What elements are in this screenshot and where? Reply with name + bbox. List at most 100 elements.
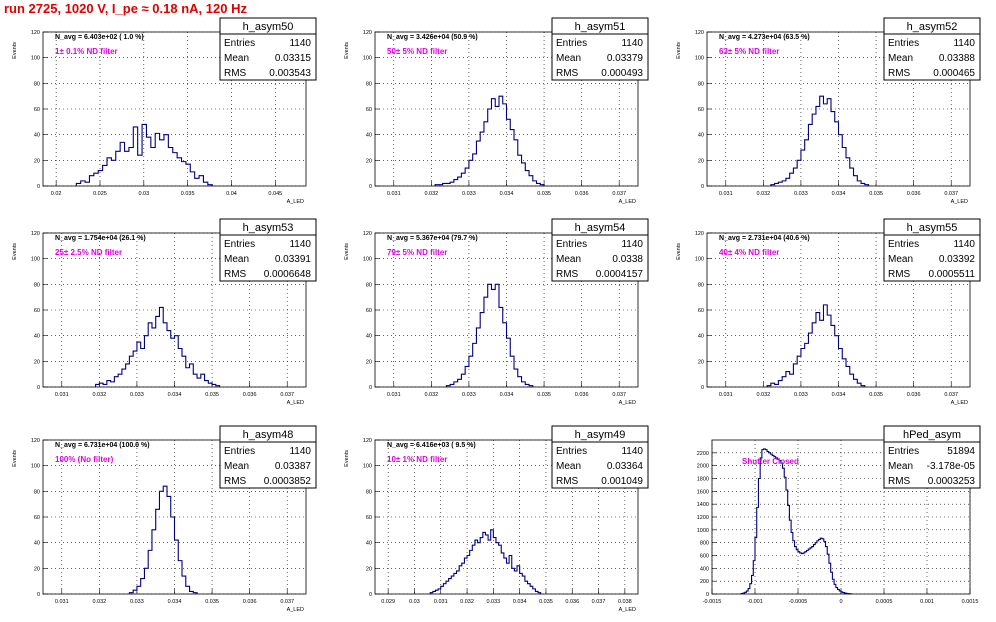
x-tick-label: 0.031	[719, 392, 733, 398]
stats-label: Mean	[556, 461, 581, 472]
stats-box-frame	[219, 425, 317, 489]
histogram-name: h_asym51	[575, 21, 626, 33]
y-tick-label: 0	[369, 592, 372, 598]
filter-label: 40± 4% ND filter	[719, 248, 779, 257]
x-tick-label: 0.031	[719, 191, 733, 197]
x-tick-label: 0.0005	[876, 599, 893, 605]
y-tick-label: 80	[366, 489, 372, 495]
x-tick-label: 0.036	[575, 392, 589, 398]
stats-box: h_asym52 Entries 1140 Mean 0.03388 RMS 0.00046…	[883, 17, 981, 81]
filter-label: 100% (No filter)	[55, 455, 114, 464]
y-axis-title: Events	[12, 243, 18, 260]
y-tick-label: 0	[706, 592, 709, 598]
y-tick-label: 800	[700, 541, 709, 547]
x-tick-label: 0.001	[920, 599, 934, 605]
y-tick-label: 40	[34, 133, 40, 139]
stats-label: Mean	[224, 461, 249, 472]
y-tick-label: 60	[698, 107, 704, 113]
x-axis-title: A_LED	[951, 199, 968, 205]
x-tick-label: 0.031	[387, 191, 401, 197]
y-tick-label: 100	[363, 257, 372, 263]
x-tick-label: 0.035	[205, 599, 219, 605]
x-tick-label: 0.032	[424, 191, 438, 197]
x-tick-label: 0.033	[794, 392, 808, 398]
x-tick-label: -0.0015	[703, 599, 722, 605]
x-tick-label: 0.032	[460, 599, 474, 605]
y-tick-label: 2000	[697, 464, 709, 470]
stats-value: 0.03392	[939, 254, 976, 265]
y-tick-label: 60	[34, 515, 40, 521]
x-axis-title: A_LED	[951, 400, 968, 406]
filter-label: 25± 2.5% ND filter	[55, 248, 122, 257]
stats-box: hPed_asym Entries 51894 Mean -3.178e-05 RMS 0.…	[883, 425, 981, 489]
histogram-name: h_asym52	[907, 21, 958, 33]
histogram-name: h_asym50	[243, 21, 294, 33]
stats-value: 0.03379	[607, 53, 644, 64]
x-tick-label: 0.034	[513, 599, 527, 605]
y-axis-title: Events	[676, 42, 682, 59]
y-tick-label: 20	[34, 566, 40, 572]
y-axis-title: Events	[344, 243, 350, 260]
y-tick-label: 120	[363, 438, 372, 444]
y-tick-label: 20	[366, 566, 372, 572]
y-tick-label: 100	[31, 56, 40, 62]
x-axis-title: A_LED	[287, 400, 304, 406]
stats-label: Entries	[224, 239, 255, 250]
stats-value: 0.03315	[275, 53, 312, 64]
x-axis-title: A_LED	[287, 607, 304, 613]
x-tick-label: 0.032	[756, 392, 770, 398]
histogram-name: hPed_asym	[903, 429, 961, 441]
histogram-panel-h_asym53: 0.031 0.032 0.033 0.034 0.035 0.036 0.037 0 20 40…	[12, 218, 317, 406]
x-tick-label: 0.034	[500, 392, 514, 398]
x-tick-label: 0.031	[387, 392, 401, 398]
stats-box: h_asym49 Entries 1140 Mean 0.03364 RMS 0.00104…	[551, 425, 649, 489]
x-tick-label: 0.032	[92, 599, 106, 605]
y-tick-label: 120	[31, 231, 40, 237]
stats-label: RMS	[556, 476, 579, 487]
stats-label: Mean	[556, 254, 581, 265]
y-tick-label: 0	[37, 184, 40, 190]
histogram-name: h_asym53	[243, 222, 294, 234]
y-tick-label: 60	[366, 515, 372, 521]
stats-label: Entries	[224, 446, 255, 457]
stats-label: Mean	[888, 461, 913, 472]
stats-box: h_asym48 Entries 1140 Mean 0.03387 RMS 0.00038…	[219, 425, 317, 489]
x-tick-label: 0.036	[575, 191, 589, 197]
x-tick-label: 0.037	[612, 392, 626, 398]
y-axis-title: Events	[12, 450, 18, 467]
stats-box-frame	[551, 17, 649, 81]
x-tick-label: 0.025	[93, 191, 107, 197]
x-tick-label: 0.033	[130, 599, 144, 605]
stats-value: 51894	[947, 446, 975, 457]
y-tick-label: 60	[366, 107, 372, 113]
stats-value: 0.03387	[275, 461, 312, 472]
histogram-panel-h_asym50: 0.02 0.025 0.03 0.035 0.04 0.045 0 20 40 60 80 100 1…	[12, 17, 317, 205]
y-tick-label: 80	[366, 81, 372, 87]
x-axis-title: A_LED	[619, 607, 636, 613]
stats-value: 0.0003852	[264, 476, 312, 487]
histogram-series	[75, 123, 213, 186]
stats-value: -3.178e-05	[927, 461, 976, 472]
stats-label: Entries	[556, 446, 587, 457]
navg-label: N_avg = 6.416e+03 ( 9.5 %)	[387, 442, 476, 449]
histogram-series	[770, 95, 870, 186]
y-tick-label: 0	[701, 385, 704, 391]
x-tick-label: 0.03	[138, 191, 149, 197]
run-title: run 2725, 1020 V, I_pe ≈ 0.18 nA, 120 Hz	[4, 1, 247, 16]
stats-box-frame	[883, 17, 981, 81]
x-tick-label: 0.036	[565, 599, 579, 605]
x-tick-label: 0.037	[944, 392, 958, 398]
stats-value: 0.001049	[601, 476, 643, 487]
x-tick-label: 0.032	[756, 191, 770, 197]
y-tick-label: 100	[363, 464, 372, 470]
y-tick-label: 1000	[697, 528, 709, 534]
y-tick-label: 20	[366, 359, 372, 365]
stats-label: Entries	[556, 38, 587, 49]
x-tick-label: 0.034	[168, 599, 182, 605]
stats-box-frame	[219, 17, 317, 81]
stats-label: Entries	[556, 239, 587, 250]
navg-label: N_avg = 4.273e+04 (63.5 %)	[719, 34, 810, 41]
histogram-series	[95, 306, 221, 387]
x-tick-label: 0.036	[907, 191, 921, 197]
x-tick-label: 0.037	[280, 392, 294, 398]
